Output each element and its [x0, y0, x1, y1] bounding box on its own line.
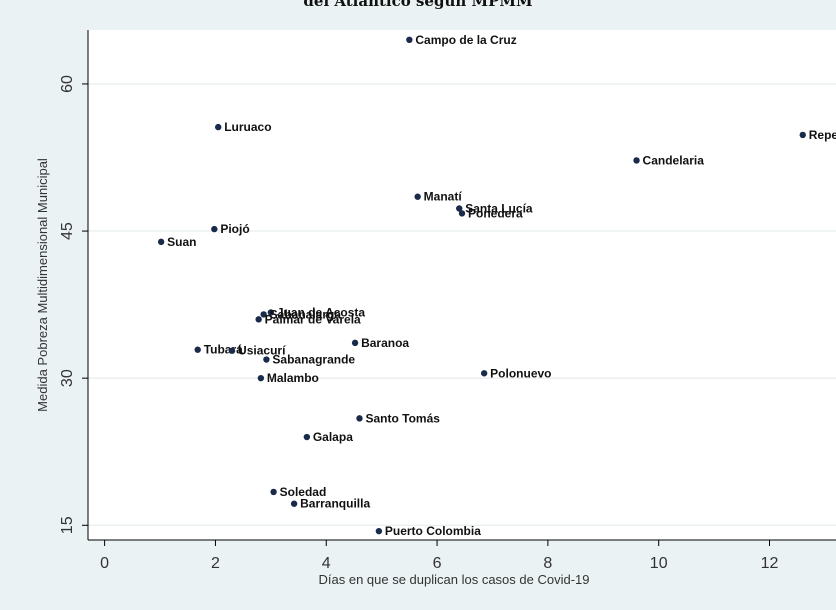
data-point	[633, 157, 640, 164]
point-label: Palmar de Varela	[265, 312, 361, 326]
point-label: Santa Lucía	[465, 202, 533, 216]
point-label: Repelón	[809, 128, 836, 142]
data-point	[257, 374, 265, 382]
data-point	[215, 123, 222, 131]
data-point	[458, 210, 466, 217]
data-point	[211, 225, 218, 233]
point-label: Ponedera	[468, 206, 523, 220]
point-label: Piojó	[220, 222, 249, 236]
x-tick-label: 4	[322, 555, 331, 572]
x-tick-label: 8	[543, 555, 552, 572]
x-tick-label: 2	[211, 555, 220, 572]
x-axis-label: Días en que se duplican los casos de Cov…	[319, 572, 590, 587]
data-point	[799, 131, 806, 139]
data-point	[406, 36, 413, 44]
point-label: Luruaco	[224, 120, 271, 134]
point-label: Campo de la Cruz	[415, 33, 516, 47]
data-point	[255, 316, 262, 323]
data-point	[260, 311, 267, 318]
data-point	[270, 488, 277, 496]
data-point	[290, 500, 298, 507]
chart-title: del Atlántico según MPMM	[303, 0, 533, 10]
x-tick-label: 12	[761, 555, 779, 572]
data-point	[303, 433, 311, 441]
data-point	[356, 415, 363, 422]
x-tick-label: 10	[650, 555, 668, 572]
point-label: Polonuevo	[490, 366, 551, 380]
point-label: Usiacurí	[238, 344, 286, 358]
point-label: Candelaria	[643, 153, 705, 167]
data-point	[414, 193, 421, 200]
point-label: Soledad	[280, 485, 327, 499]
y-axis-label: Medida Pobreza Multidimensional Municipa…	[35, 158, 50, 412]
x-tick-label: 6	[433, 555, 442, 572]
y-tick-label: 60	[59, 75, 76, 93]
point-label: Santo Tomás	[365, 411, 440, 425]
y-tick-label: 30	[59, 369, 76, 387]
data-point	[456, 205, 463, 212]
point-label: Sabanagrande	[272, 353, 355, 367]
data-point	[375, 527, 383, 535]
data-point	[480, 370, 488, 377]
point-label: Sabanalarga	[270, 307, 342, 321]
point-label: Malambo	[267, 371, 319, 385]
data-point	[228, 347, 236, 354]
point-label: Manatí	[424, 190, 463, 204]
plot-area	[88, 30, 836, 540]
data-point	[263, 356, 270, 363]
data-point	[267, 309, 275, 316]
axes: 15 30 45 60 0 2 4 6 8 10 12	[59, 30, 836, 572]
point-label: Galapa	[313, 430, 353, 444]
data-point	[157, 238, 165, 246]
x-tick-label: 0	[100, 555, 109, 572]
point-label: Puerto Colombia	[385, 524, 481, 538]
point-label: Barranquilla	[300, 497, 370, 511]
data-point	[194, 346, 201, 353]
data-points: Campo de la Cruz Luruaco Repelón Candelaria…	[157, 33, 836, 538]
point-label: Baranoa	[361, 336, 409, 350]
point-label: Suan	[167, 235, 196, 249]
y-tick-label: 15	[59, 516, 76, 534]
point-label: Juan de Acosta	[277, 305, 366, 319]
y-tick-label: 45	[59, 222, 76, 240]
data-point	[351, 339, 359, 347]
